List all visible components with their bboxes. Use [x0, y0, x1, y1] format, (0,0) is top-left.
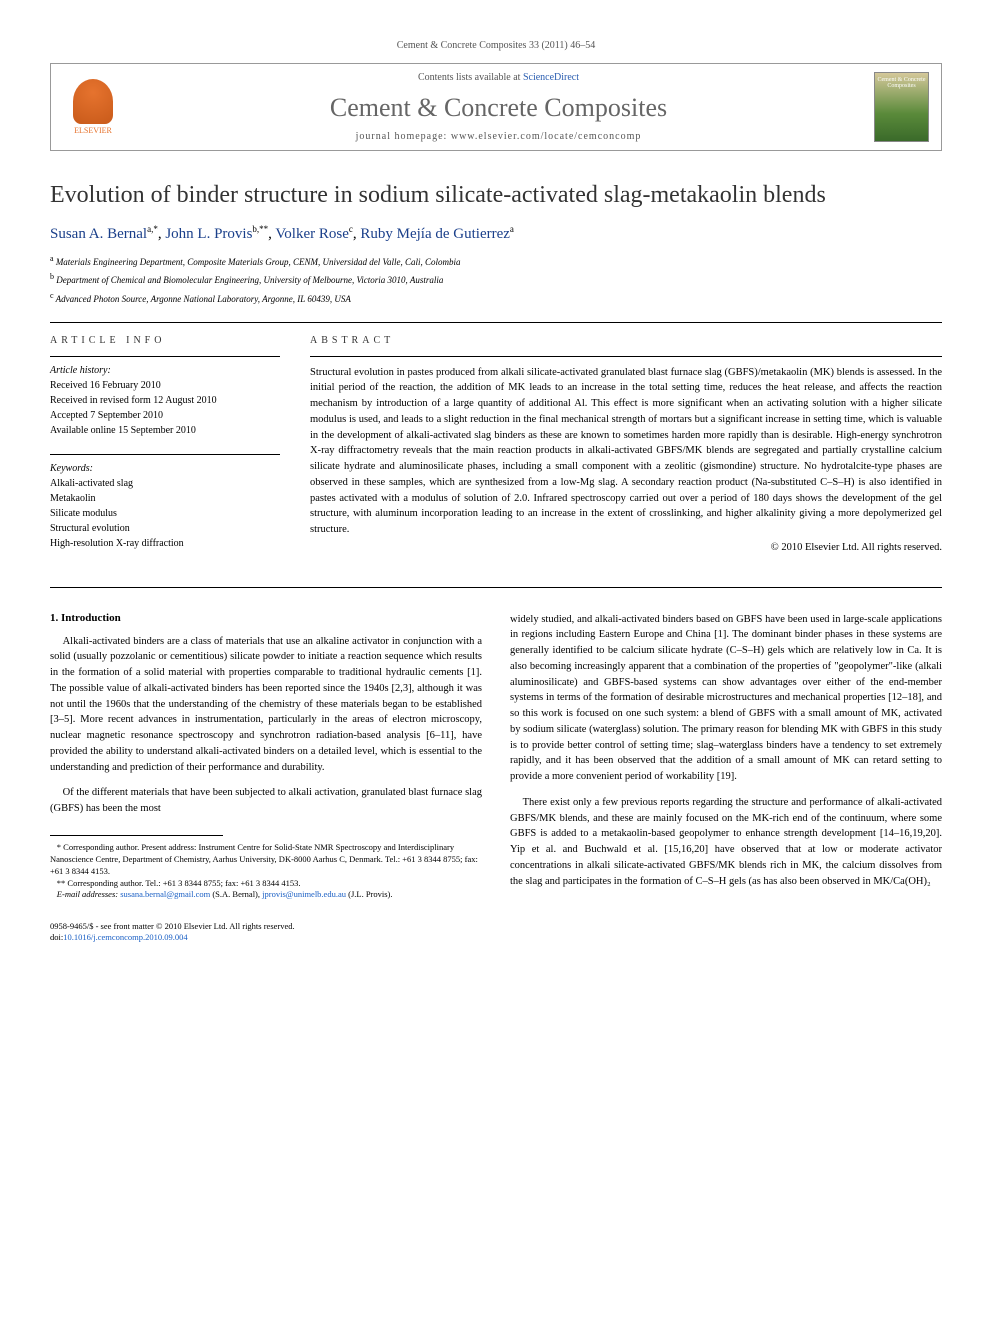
history-online: Available online 15 September 2010 [50, 425, 196, 436]
affiliation-a: a Materials Engineering Department, Comp… [50, 253, 942, 269]
keyword-2: Metakaolin [50, 493, 96, 504]
history-revised: Received in revised form 12 August 2010 [50, 395, 217, 406]
authors-line: Susan A. Bernala,*, John L. Provisb,**, … [50, 224, 942, 243]
abstract-copyright: © 2010 Elsevier Ltd. All rights reserved… [310, 542, 942, 553]
author-2[interactable]: John L. Provis [165, 226, 252, 242]
abstract-text: Structural evolution in pastes produced … [310, 365, 942, 538]
page-footer: 0958-9465/$ - see front matter © 2010 El… [50, 921, 942, 943]
keywords-block: Keywords: Alkali-activated slag Metakaol… [50, 454, 280, 551]
keyword-1: Alkali-activated slag [50, 478, 133, 489]
article-title: Evolution of binder structure in sodium … [50, 181, 942, 210]
footnote-emails: E-mail addresses: susana.bernal@gmail.co… [50, 889, 482, 901]
section-heading: 1. Introduction [50, 612, 482, 624]
cover-text: Cement & Concrete Composites [877, 77, 926, 89]
homepage-line: journal homepage: www.elsevier.com/locat… [123, 131, 874, 142]
keyword-4: Structural evolution [50, 523, 130, 534]
paragraph: There exist only a few previous reports … [510, 795, 942, 890]
left-column: 1. Introduction Alkali-activated binders… [50, 612, 482, 902]
sciencedirect-link[interactable]: ScienceDirect [523, 72, 579, 83]
email-2-name: (J.L. Provis). [346, 889, 393, 899]
keywords-label: Keywords: [50, 463, 93, 474]
body-columns: 1. Introduction Alkali-activated binders… [50, 612, 942, 902]
email-label: E-mail addresses: [57, 889, 120, 899]
abstract-column: ABSTRACT Structural evolution in pastes … [310, 335, 942, 567]
history-received: Received 16 February 2010 [50, 380, 161, 391]
homepage-url[interactable]: www.elsevier.com/locate/cemconcomp [451, 131, 642, 142]
doi-label: doi: [50, 932, 63, 942]
footnote-separator [50, 835, 223, 836]
footnote-corresponding-1: * Corresponding author. Present address:… [50, 842, 482, 878]
journal-reference: Cement & Concrete Composites 33 (2011) 4… [50, 40, 942, 51]
abstract-divider [310, 356, 942, 357]
right-column: widely studied, and alkali-activated bin… [510, 612, 942, 902]
homepage-prefix: journal homepage: [356, 131, 451, 142]
elsevier-tree-icon [73, 79, 113, 124]
author-3-sup: c [349, 224, 353, 234]
author-2-sup: b,** [252, 224, 268, 234]
journal-name: Cement & Concrete Composites [123, 93, 874, 123]
doi-line: doi:10.1016/j.cemconcomp.2010.09.004 [50, 932, 942, 943]
paragraph: Alkali-activated binders are a class of … [50, 634, 482, 776]
doi-link[interactable]: 10.1016/j.cemconcomp.2010.09.004 [63, 932, 187, 942]
keyword-5: High-resolution X-ray diffraction [50, 538, 184, 549]
elsevier-logo: ELSEVIER [63, 72, 123, 142]
journal-header: ELSEVIER Contents lists available at Sci… [50, 63, 942, 151]
issn-line: 0958-9465/$ - see front matter © 2010 El… [50, 921, 942, 932]
contents-prefix: Contents lists available at [418, 72, 523, 83]
footnote-corresponding-2: ** Corresponding author. Tel.: +61 3 834… [50, 878, 482, 890]
author-1[interactable]: Susan A. Bernal [50, 226, 147, 242]
email-link-2[interactable]: jprovis@unimelb.edu.au [262, 889, 346, 899]
author-3[interactable]: Volker Rose [275, 226, 348, 242]
affiliation-b: b Department of Chemical and Biomolecula… [50, 271, 942, 287]
email-link-1[interactable]: susana.bernal@gmail.com [120, 889, 210, 899]
history-accepted: Accepted 7 September 2010 [50, 410, 163, 421]
divider [50, 322, 942, 323]
author-4[interactable]: Ruby Mejía de Gutierrez [360, 226, 510, 242]
header-center: Contents lists available at ScienceDirec… [123, 72, 874, 142]
author-1-sup: a,* [147, 224, 158, 234]
history-label: Article history: [50, 365, 111, 376]
history-block: Article history: Received 16 February 20… [50, 356, 280, 438]
contents-line: Contents lists available at ScienceDirec… [123, 72, 874, 83]
paragraph: widely studied, and alkali-activated bin… [510, 612, 942, 785]
article-info-column: ARTICLE INFO Article history: Received 1… [50, 335, 280, 567]
elsevier-label: ELSEVIER [74, 126, 112, 135]
author-4-sup: a [510, 224, 514, 234]
divider-2 [50, 587, 942, 588]
article-info-label: ARTICLE INFO [50, 335, 280, 346]
info-abstract-row: ARTICLE INFO Article history: Received 1… [50, 335, 942, 567]
email-1-name: (S.A. Bernal), [210, 889, 262, 899]
affiliation-c: c Advanced Photon Source, Argonne Nation… [50, 290, 942, 306]
journal-cover-thumbnail: Cement & Concrete Composites [874, 72, 929, 142]
keyword-3: Silicate modulus [50, 508, 117, 519]
paragraph: Of the different materials that have bee… [50, 785, 482, 817]
abstract-label: ABSTRACT [310, 335, 942, 346]
